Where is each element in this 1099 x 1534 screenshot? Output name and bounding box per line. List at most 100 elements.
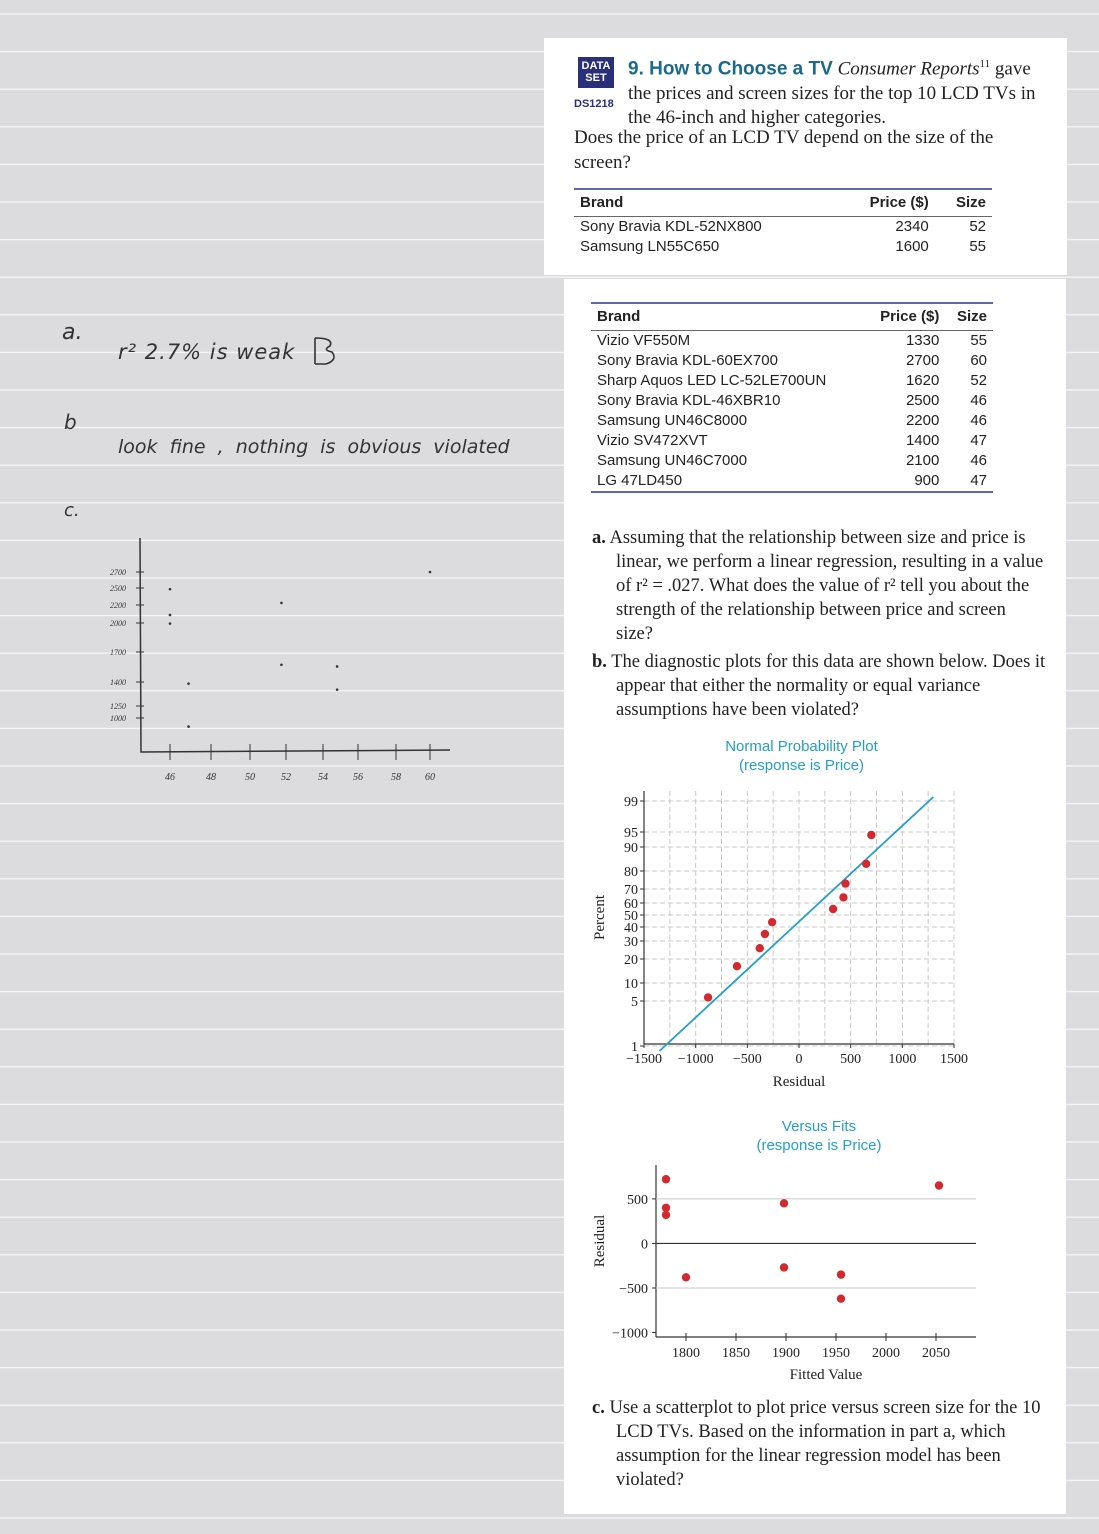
source-name: Consumer Reports [837, 58, 980, 80]
cell-brand: Sony Bravia KDL-52NX800 [580, 218, 762, 235]
sketch-y-label: 2000 [110, 619, 126, 628]
y-tick-label: 90 [624, 841, 638, 856]
handdrawn-scatterplot: 2700 2500 2200 2000 1700 1400 1250 1000 46 48 50 52… [110, 537, 451, 783]
y-tick-label: 80 [624, 865, 638, 880]
note-b-label: b [64, 410, 77, 434]
sketch-axes [139, 537, 451, 753]
part-c: c. Use a scatterplot to plot price versu… [592, 1396, 1047, 1492]
sketch-y-label: 1700 [110, 648, 126, 657]
data-point [836, 1270, 846, 1279]
data-point [681, 1273, 691, 1282]
y-tick-label: 95 [624, 826, 638, 841]
cell-size: 52 [970, 372, 987, 389]
cell-brand: Sony Bravia KDL-46XBR10 [597, 392, 781, 409]
badge-line1: DATA [581, 60, 611, 72]
y-axis-label: Percent [592, 894, 608, 940]
x-tick-label: 2000 [872, 1346, 900, 1361]
data-point [767, 918, 777, 927]
data-point [760, 929, 770, 939]
problem-question: Does the price of an LCD TV depend on th… [574, 127, 994, 173]
cell-size: 47 [970, 432, 987, 449]
problem-title: 9. How to Choose a TV [628, 58, 833, 80]
sketch-x-label: 48 [206, 772, 216, 783]
y-tick-label: 1 [631, 1040, 638, 1055]
x-tick-label: 1800 [672, 1346, 700, 1361]
sketch-point [187, 682, 190, 685]
cell-brand: Sharp Aquos LED LC-52LE700UN [597, 372, 827, 389]
note-c-label: c. [64, 500, 80, 521]
note-a-text: r² 2.7% is weak [118, 340, 296, 364]
part-b-label: b. [592, 652, 607, 672]
sketch-y-label: 1000 [110, 714, 126, 723]
data-point [779, 1199, 789, 1208]
cell-brand: Samsung UN46C7000 [597, 452, 748, 469]
sketch-y-label: 2700 [110, 568, 126, 577]
vf-title: Versus Fits (response is Price) [719, 1117, 919, 1155]
cell-brand: Samsung LN55C650 [580, 238, 720, 255]
part-b: b. The diagnostic plots for this data ar… [592, 650, 1047, 722]
cell-price: 1400 [905, 432, 940, 449]
data-point [867, 830, 876, 840]
table-row: Sony Bravia KDL-60EX700 2700 60 [591, 351, 993, 371]
col-brand: Brand [591, 303, 865, 331]
note-b-text: look fine , nothing is obvious violated [118, 436, 510, 458]
col-brand: Brand [574, 189, 838, 217]
table-row: Sharp Aquos LED LC-52LE700UN 1620 52 [591, 371, 993, 391]
x-tick-label: 1850 [722, 1346, 750, 1361]
x-tick-label: 2050 [922, 1346, 950, 1361]
x-axis-label: Residual [773, 1074, 826, 1090]
sketch-point [335, 665, 339, 668]
part-b-text: The diagnostic plots for this data are s… [611, 652, 1046, 720]
data-table-top: Brand Price ($) Size Sony Bravia KDL-52N… [574, 188, 992, 257]
npp-title: Normal Probability Plot (response is Pri… [684, 737, 919, 775]
table-row: Sony Bravia KDL-52NX800 2340 52 [574, 217, 992, 238]
sketch-x-label: 52 [281, 772, 291, 783]
y-axis-label: Residual [592, 1215, 608, 1268]
y-tick-label: 40 [624, 921, 638, 936]
data-point [661, 1210, 671, 1220]
cell-brand: Sony Bravia KDL-60EX700 [597, 352, 778, 369]
data-point [755, 944, 764, 953]
cell-size: 60 [970, 352, 987, 369]
vf-subtitle-text: (response is Price) [756, 1137, 882, 1154]
x-tick-label: 1000 [888, 1052, 916, 1067]
col-size: Size [945, 303, 993, 331]
sketch-point [187, 725, 190, 728]
data-point [779, 1263, 789, 1272]
x-tick-label: 1500 [940, 1052, 968, 1067]
smiley-icon [314, 337, 335, 365]
cell-size: 47 [970, 472, 987, 489]
cell-price: 2340 [895, 218, 929, 235]
y-tick-label: 500 [627, 1193, 648, 1208]
y-tick-label: 70 [624, 883, 638, 898]
data-point [841, 879, 850, 888]
cell-size: 55 [969, 238, 986, 255]
cell-price: 1330 [905, 332, 940, 349]
part-a: a. Assuming that the relationship betwee… [592, 526, 1047, 646]
sketch-x-label: 56 [353, 772, 363, 783]
fit-line [658, 796, 934, 1052]
dataset-id: DS1218 [574, 98, 614, 110]
y-tick-label: −500 [619, 1282, 648, 1297]
npp-title-text: Normal Probability Plot [725, 738, 878, 755]
cell-size: 46 [970, 412, 987, 429]
table-row: Samsung UN46C7000 2100 46 [591, 451, 993, 471]
source-footnote: 11 [979, 58, 991, 70]
cell-brand: Vizio VF550M [597, 332, 691, 349]
cell-size: 46 [970, 452, 987, 469]
part-a-text: Assuming that the relationship between s… [609, 528, 1044, 644]
cell-brand: LG 47LD450 [597, 472, 683, 489]
y-tick-label: 30 [624, 935, 638, 950]
vf-title-text: Versus Fits [781, 1118, 857, 1135]
part-c-text: Use a scatterplot to plot price versus s… [609, 1398, 1041, 1490]
sketch-y-label: 2500 [110, 584, 126, 593]
sketch-point [280, 601, 283, 605]
problem-header-panel: DATA SET DS1218 9. How to Choose a TV Co… [544, 38, 1067, 275]
badge-line2: SET [585, 72, 607, 84]
cell-price: 1600 [895, 238, 929, 255]
sketch-point [168, 613, 172, 617]
data-point [661, 1203, 671, 1212]
col-size: Size [934, 189, 992, 217]
cell-price: 1620 [905, 372, 940, 389]
